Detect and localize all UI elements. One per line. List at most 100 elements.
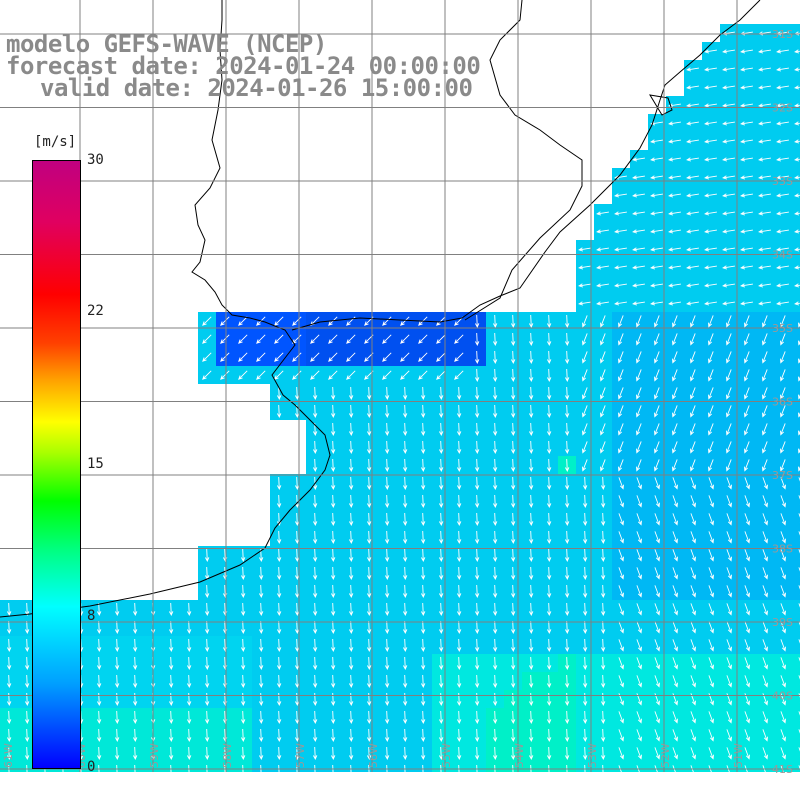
wind-vector	[349, 710, 354, 725]
wind-vector	[97, 674, 102, 689]
wind-vector	[744, 585, 750, 598]
wind-vector	[115, 602, 120, 617]
wind-vector	[238, 334, 248, 344]
wind-vector	[794, 175, 800, 180]
wind-vector	[331, 602, 336, 617]
wind-vector	[511, 746, 516, 761]
wind-vector	[547, 656, 552, 671]
wind-vector	[418, 352, 428, 362]
wind-vector	[400, 352, 410, 362]
wind-vector	[511, 476, 516, 491]
wind-vector	[295, 548, 300, 563]
wind-vector	[762, 351, 768, 364]
wind-vector	[349, 386, 354, 401]
wind-vector	[7, 638, 12, 653]
wind-vector	[277, 530, 282, 545]
wind-vector	[636, 531, 642, 544]
wind-vector	[618, 621, 624, 634]
wind-vector	[726, 603, 732, 616]
field-cell	[792, 618, 800, 636]
wind-vector	[690, 747, 696, 760]
wind-vector	[636, 441, 642, 454]
wind-vector	[349, 422, 354, 437]
wind-vector	[238, 316, 248, 326]
wind-vector	[726, 675, 732, 688]
wind-vector	[686, 103, 699, 108]
wind-vector	[776, 103, 789, 108]
wind-vector	[277, 386, 282, 401]
wind-vector	[672, 531, 678, 544]
wind-vector	[475, 710, 480, 725]
wind-vector	[367, 710, 372, 725]
wind-vector	[475, 746, 480, 761]
wind-vector	[744, 675, 750, 688]
wind-vector	[726, 405, 732, 418]
wind-vector	[547, 728, 552, 743]
wind-vector	[690, 333, 696, 346]
wind-vector	[241, 584, 246, 599]
wind-vector	[331, 566, 336, 581]
wind-vector	[744, 441, 750, 454]
wind-vector	[636, 549, 642, 562]
wind-vector	[726, 333, 732, 346]
wind-vector	[385, 404, 390, 419]
wind-vector	[187, 710, 192, 725]
wind-vector	[618, 603, 624, 616]
wind-vector	[529, 548, 534, 563]
wind-vector	[762, 513, 768, 526]
wind-vector	[690, 675, 696, 688]
wind-vector	[202, 316, 212, 326]
wind-vector	[331, 674, 336, 689]
wind-vector	[776, 283, 789, 288]
wind-vector	[349, 512, 354, 527]
wind-vector	[794, 85, 800, 90]
wind-vector	[133, 674, 138, 689]
wind-vector	[596, 283, 609, 288]
wind-vector	[740, 229, 753, 234]
wind-vector	[632, 175, 645, 180]
wind-vector	[385, 530, 390, 545]
wind-vector	[780, 711, 786, 724]
wind-vector	[382, 334, 392, 344]
wind-vector	[565, 530, 570, 545]
wind-vector	[726, 729, 732, 742]
wind-vector	[457, 404, 462, 419]
wind-vector	[277, 746, 282, 761]
wind-vector	[690, 423, 696, 436]
wind-vector	[762, 675, 768, 688]
wind-vector	[169, 728, 174, 743]
wind-vector	[418, 370, 428, 380]
wind-vector	[780, 387, 786, 400]
wind-vector	[776, 139, 789, 144]
wind-vector	[241, 728, 246, 743]
wind-vector	[457, 602, 462, 617]
wind-vector	[277, 566, 282, 581]
wind-vector	[708, 441, 714, 454]
lon-label: 59W	[148, 743, 161, 768]
wind-vector	[776, 67, 789, 72]
wind-vector	[636, 495, 642, 508]
wind-vector	[400, 316, 410, 326]
wind-vector	[439, 674, 444, 689]
wind-vector	[708, 495, 714, 508]
wind-vector	[511, 512, 516, 527]
wind-vector	[600, 423, 606, 436]
colorbar-tick-22: 22	[87, 303, 104, 319]
wind-vector	[328, 334, 338, 344]
wind-vector	[529, 710, 534, 725]
wind-vector	[169, 674, 174, 689]
lon-label: 52W	[659, 743, 672, 768]
wind-vector	[708, 585, 714, 598]
wind-vector	[565, 638, 570, 653]
colorbar-tick-0: 0	[87, 759, 96, 775]
wind-vector	[313, 494, 318, 509]
wind-vector	[511, 314, 516, 329]
wind-vector	[636, 567, 642, 580]
wind-vector	[274, 352, 284, 362]
wind-vector	[722, 139, 735, 144]
wind-vector	[758, 121, 771, 126]
wind-vector	[708, 711, 714, 724]
wind-vector	[614, 229, 627, 234]
wind-vector	[618, 567, 624, 580]
colorbar-tick-8: 8	[87, 608, 96, 624]
